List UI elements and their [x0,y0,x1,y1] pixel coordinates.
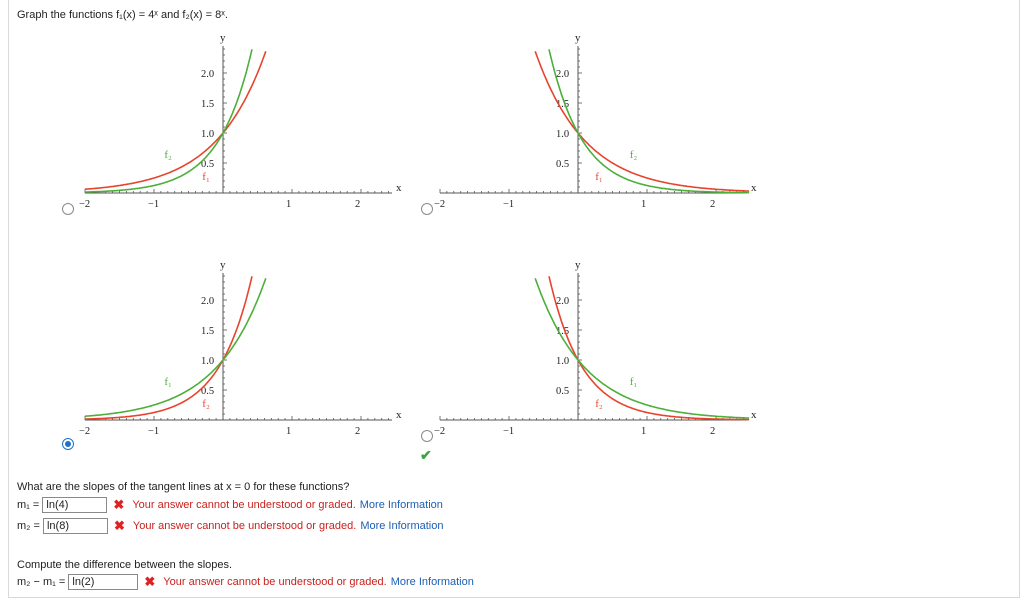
red-curve [84,276,253,420]
y-tick-label: 0.5 [201,386,214,397]
y-tick-label: 1.5 [556,99,569,110]
graph-option-a: −2 −1 1 2 0.5 1.0 1.5 2.0 y x f₂ f₁ [78,28,402,213]
prompt-conjunction: and [157,9,183,21]
y-tick-label: 0.5 [556,386,569,397]
x-axis-label: x [396,409,402,421]
green-curve-label: f₁ [164,376,172,388]
difference-input[interactable]: ln(2) [68,574,139,590]
incorrect-x-icon: ✖ [113,497,125,512]
y-tick-label: 1.0 [201,129,214,140]
x-tick-label: 1 [641,199,646,210]
y-tick-label: 1.0 [201,356,214,367]
m2-input[interactable]: ln(8) [42,518,108,534]
y-tick-label: 1.5 [556,326,569,337]
y-tick-label: 2.0 [556,296,569,307]
difference-question: Compute the difference between the slope… [17,559,233,571]
red-curve-label: f₂ [595,398,603,410]
x-axis-label: x [751,182,757,194]
y-axis-label: y [220,32,226,44]
x-tick-label: 1 [641,426,646,437]
y-tick-label: 0.5 [556,159,569,170]
red-curve-label: f₂ [202,398,210,410]
y-tick-label: 1.5 [201,326,214,337]
radio-option-c[interactable] [62,438,74,450]
m1-input[interactable]: ln(4) [42,497,108,513]
m1-answer-row: m₁ = ln(4) ✖ Your answer cannot be under… [17,496,443,514]
y-tick-label: 1.0 [556,356,569,367]
function-f1: f₁(x) = 4ˣ [116,9,158,21]
slope-question: What are the slopes of the tangent lines… [17,481,350,493]
correct-check-icon: ✔ [420,447,432,463]
m1-label: m₁ = [17,499,43,511]
y-tick-label: 1.0 [556,129,569,140]
y-tick-label: 1.5 [201,99,214,110]
x-tick-label: 1 [286,199,291,210]
y-axis-label: y [575,259,581,271]
y-axis-label: y [575,32,581,44]
green-curve [84,278,267,418]
green-curve [548,49,750,194]
x-tick-label: −1 [503,426,514,437]
graph-option-c: −2 −1 1 2 0.5 1.0 1.5 2.0 y x f₁ f₂ [78,255,402,440]
red-curve-label: f₁ [202,171,210,183]
y-tick-label: 2.0 [556,69,569,80]
y-tick-label: 2.0 [201,296,214,307]
error-message: Your answer cannot be understood or grad… [132,499,356,511]
x-tick-label: −1 [503,199,514,210]
radio-option-a[interactable] [62,203,74,215]
x-tick-label: −1 [148,426,159,437]
x-tick-label: 2 [355,199,360,210]
problem-prompt: Graph the functions f₁(x) = 4ˣ and f₂(x)… [17,9,228,21]
graph-svg: −2 −1 1 2 0.5 1.0 1.5 2.0 y x f₂ f₁ [79,32,402,210]
m2-label: m₂ = [17,520,43,532]
x-axis-label: x [396,182,402,194]
graph-option-b: −2 −1 1 2 0.5 1.0 1.5 2.0 y x f₂ f₁ [433,28,757,213]
red-curve-label: f₁ [595,171,603,183]
graph-svg: −2 −1 1 2 0.5 1.0 1.5 2.0 y x f₁ f₂ [79,259,402,437]
graph-svg: −2 −1 1 2 0.5 1.0 1.5 2.0 y x f₂ f₁ [434,32,757,210]
x-tick-label: 1 [286,426,291,437]
graph-option-d: −2 −1 1 2 0.5 1.0 1.5 2.0 y x f₁ f₂ [433,255,757,440]
green-curve-label: f₁ [630,376,638,388]
prompt-period: . [224,9,228,21]
radio-option-d[interactable] [421,430,433,442]
green-curve [84,49,253,193]
y-tick-label: 2.0 [201,69,214,80]
error-message: Your answer cannot be understood or grad… [163,576,387,588]
x-tick-label: −2 [434,199,445,210]
x-axis-label: x [751,409,757,421]
error-message: Your answer cannot be understood or grad… [132,520,357,532]
incorrect-x-icon: ✖ [113,518,125,533]
y-axis-label: y [220,259,226,271]
radio-option-b[interactable] [421,203,433,215]
green-curve-label: f₂ [630,149,638,161]
green-curve [534,278,750,419]
more-information-link[interactable]: More Information [359,499,443,511]
incorrect-x-icon: ✖ [144,574,156,589]
more-information-link[interactable]: More Information [390,576,474,588]
m2-answer-row: m₂ = ln(8) ✖ Your answer cannot be under… [17,517,443,535]
red-curve [548,276,750,421]
x-tick-label: −1 [148,199,159,210]
x-tick-label: −2 [79,426,90,437]
function-f2: f₂(x) = 8ˣ [182,9,225,21]
prompt-text: Graph the functions [17,9,117,21]
x-tick-label: 2 [710,199,715,210]
difference-label: m₂ − m₁ = [17,576,69,588]
green-curve-label: f₂ [164,149,172,161]
red-curve [534,51,750,192]
y-tick-label: 0.5 [201,159,214,170]
x-tick-label: −2 [434,426,445,437]
x-tick-label: 2 [355,426,360,437]
more-information-link[interactable]: More Information [360,520,444,532]
x-tick-label: −2 [79,199,90,210]
difference-answer-row: m₂ − m₁ = ln(2) ✖ Your answer cannot be … [17,573,474,591]
red-curve [84,51,267,191]
content-frame [8,0,1020,598]
x-tick-label: 2 [710,426,715,437]
graph-svg: −2 −1 1 2 0.5 1.0 1.5 2.0 y x f₁ f₂ [434,259,757,437]
